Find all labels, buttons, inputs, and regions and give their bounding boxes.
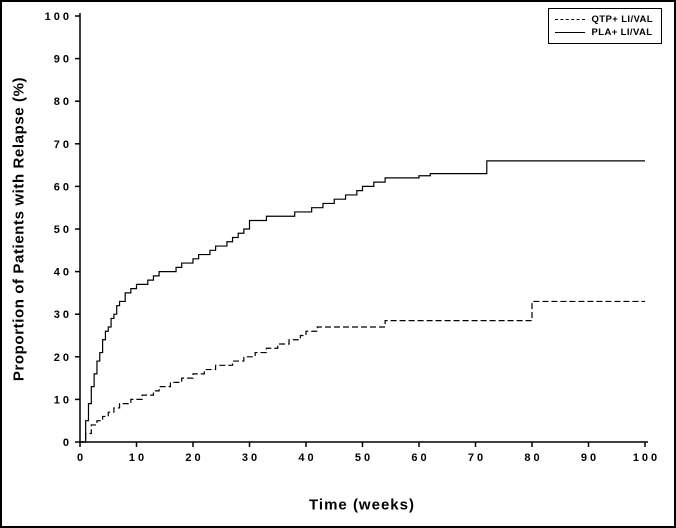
y-tick-label: 90	[54, 54, 72, 66]
y-tick-label: 20	[54, 352, 72, 364]
x-tick-label: 40	[298, 452, 316, 464]
x-tick-label: 70	[468, 452, 486, 464]
x-tick-label: 80	[524, 452, 542, 464]
x-tick-label: 20	[185, 452, 203, 464]
y-tick-label: 80	[54, 96, 72, 108]
y-tick-label: 100	[45, 11, 72, 23]
x-tick-label: 50	[355, 452, 373, 464]
y-tick-label: 0	[63, 437, 72, 449]
y-tick-label: 10	[54, 394, 72, 406]
series-line-qtp-li-val	[80, 300, 645, 443]
y-tick-label: 70	[54, 139, 72, 151]
y-tick-label: 30	[54, 309, 72, 321]
legend-label-qtp: QTP+ LI/VAL	[591, 14, 653, 25]
x-tick-label: 30	[242, 452, 260, 464]
legend-item-qtp: QTP+ LI/VAL	[554, 13, 654, 26]
solid-line-sample	[554, 32, 585, 33]
x-tick-label: 0	[77, 452, 86, 464]
legend-item-pla: PLA+ LI/VAL	[554, 26, 654, 39]
x-tick-label: 60	[411, 452, 429, 464]
y-tick-label: 60	[54, 181, 72, 193]
y-axis-title: Proportion of Patients with Relapse (%)	[10, 76, 28, 382]
y-tick-label: 50	[54, 224, 72, 236]
x-tick-label: 10	[129, 452, 147, 464]
series-line-pla-li-val	[80, 160, 645, 443]
legend: QTP+ LI/VAL PLA+ LI/VAL	[547, 8, 662, 44]
dashed-line-sample	[554, 19, 585, 20]
x-tick-label: 90	[581, 452, 599, 464]
y-tick-label: 40	[54, 267, 72, 279]
x-tick-label: 100	[633, 452, 660, 464]
x-axis-title: Time (weeks)	[309, 496, 415, 514]
legend-label-pla: PLA+ LI/VAL	[591, 27, 653, 38]
